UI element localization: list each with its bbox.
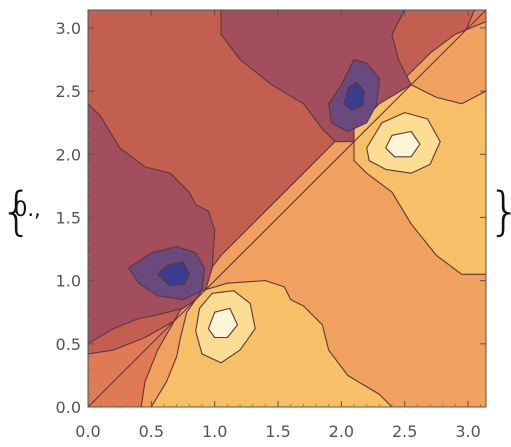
x-tick-label: 0.5	[139, 422, 164, 441]
y-tick-label: 1.5	[56, 208, 81, 227]
x-tick-label: 2.0	[329, 422, 354, 441]
y-tick-label: 2.0	[56, 145, 81, 164]
band-level-neg4-a	[157, 261, 190, 287]
x-tick-label: 3.0	[455, 422, 480, 441]
band-level-4-b	[385, 130, 421, 158]
right-brace: }	[488, 186, 511, 238]
y-tick-label: 1.0	[56, 272, 81, 291]
x-tick-label: 1.5	[265, 422, 290, 441]
x-tick-label: 2.5	[392, 422, 417, 441]
y-tick-label: 0.5	[56, 335, 81, 354]
prefix-label: 0.,	[14, 197, 41, 221]
band-level-4-a	[207, 307, 239, 339]
y-tick-label: 2.5	[56, 82, 81, 101]
plot-frame	[87, 9, 487, 408]
y-tick-label: 3.0	[56, 19, 81, 38]
band-level-neg4-b	[343, 81, 365, 111]
x-tick-label: 1.0	[202, 422, 227, 441]
y-tick-label: 0.0	[56, 398, 81, 417]
zero-contour-diagonal	[88, 10, 486, 407]
x-tick-label: 0.0	[75, 422, 100, 441]
left-brace: {	[0, 182, 34, 242]
